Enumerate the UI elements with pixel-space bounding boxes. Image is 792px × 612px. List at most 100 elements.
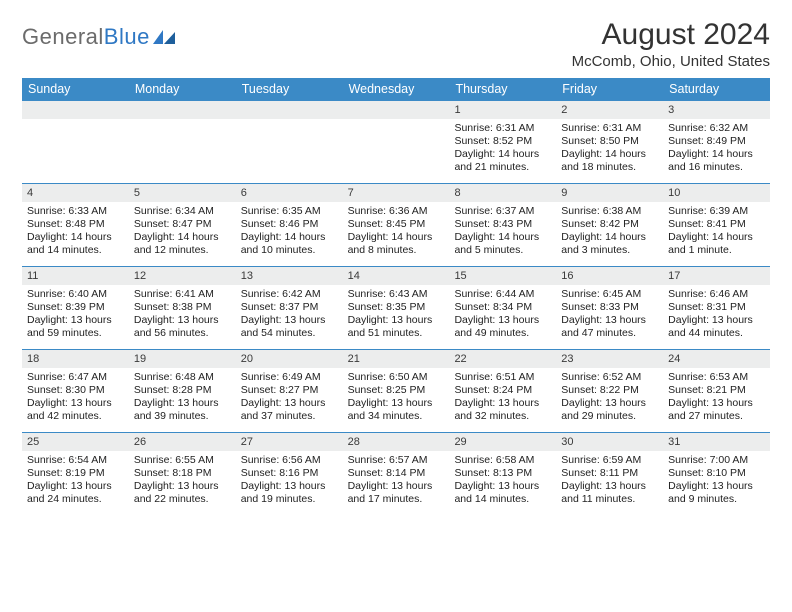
- day-cell: 1Sunrise: 6:31 AMSunset: 8:52 PMDaylight…: [449, 101, 556, 183]
- sunset-text: Sunset: 8:16 PM: [241, 467, 338, 480]
- daylight-text: Daylight: 14 hours and 5 minutes.: [454, 231, 551, 257]
- day-body: Sunrise: 6:50 AMSunset: 8:25 PMDaylight:…: [343, 368, 450, 428]
- day-body: Sunrise: 6:45 AMSunset: 8:33 PMDaylight:…: [556, 285, 663, 345]
- sunrise-text: Sunrise: 7:00 AM: [668, 454, 765, 467]
- day-number: 22: [449, 350, 556, 368]
- day-number: 19: [129, 350, 236, 368]
- day-number: [236, 101, 343, 119]
- daylight-text: Daylight: 13 hours and 54 minutes.: [241, 314, 338, 340]
- day-number: 7: [343, 184, 450, 202]
- day-number: 13: [236, 267, 343, 285]
- day-number: 11: [22, 267, 129, 285]
- day-body: Sunrise: 6:33 AMSunset: 8:48 PMDaylight:…: [22, 202, 129, 262]
- day-body: Sunrise: 6:42 AMSunset: 8:37 PMDaylight:…: [236, 285, 343, 345]
- day-body: Sunrise: 6:44 AMSunset: 8:34 PMDaylight:…: [449, 285, 556, 345]
- day-number: 20: [236, 350, 343, 368]
- daylight-text: Daylight: 13 hours and 29 minutes.: [561, 397, 658, 423]
- daylight-text: Daylight: 13 hours and 32 minutes.: [454, 397, 551, 423]
- sunset-text: Sunset: 8:24 PM: [454, 384, 551, 397]
- sunrise-text: Sunrise: 6:32 AM: [668, 122, 765, 135]
- daylight-text: Daylight: 13 hours and 51 minutes.: [348, 314, 445, 340]
- sunrise-text: Sunrise: 6:59 AM: [561, 454, 658, 467]
- sunset-text: Sunset: 8:45 PM: [348, 218, 445, 231]
- day-number: 18: [22, 350, 129, 368]
- day-cell: 5Sunrise: 6:34 AMSunset: 8:47 PMDaylight…: [129, 184, 236, 266]
- day-number: 24: [663, 350, 770, 368]
- day-cell: 6Sunrise: 6:35 AMSunset: 8:46 PMDaylight…: [236, 184, 343, 266]
- sunrise-text: Sunrise: 6:58 AM: [454, 454, 551, 467]
- sunset-text: Sunset: 8:38 PM: [134, 301, 231, 314]
- daylight-text: Daylight: 13 hours and 44 minutes.: [668, 314, 765, 340]
- sunrise-text: Sunrise: 6:51 AM: [454, 371, 551, 384]
- sunrise-text: Sunrise: 6:36 AM: [348, 205, 445, 218]
- day-cell: 19Sunrise: 6:48 AMSunset: 8:28 PMDayligh…: [129, 350, 236, 432]
- day-body: Sunrise: 6:37 AMSunset: 8:43 PMDaylight:…: [449, 202, 556, 262]
- sunset-text: Sunset: 8:18 PM: [134, 467, 231, 480]
- daylight-text: Daylight: 14 hours and 14 minutes.: [27, 231, 124, 257]
- day-cell: 9Sunrise: 6:38 AMSunset: 8:42 PMDaylight…: [556, 184, 663, 266]
- day-number: 2: [556, 101, 663, 119]
- day-body: Sunrise: 6:34 AMSunset: 8:47 PMDaylight:…: [129, 202, 236, 262]
- day-body: [343, 119, 450, 126]
- day-cell: 2Sunrise: 6:31 AMSunset: 8:50 PMDaylight…: [556, 101, 663, 183]
- daylight-text: Daylight: 13 hours and 27 minutes.: [668, 397, 765, 423]
- sunset-text: Sunset: 8:10 PM: [668, 467, 765, 480]
- weeks-container: 1Sunrise: 6:31 AMSunset: 8:52 PMDaylight…: [22, 101, 770, 515]
- daylight-text: Daylight: 13 hours and 17 minutes.: [348, 480, 445, 506]
- day-cell: 23Sunrise: 6:52 AMSunset: 8:22 PMDayligh…: [556, 350, 663, 432]
- sunset-text: Sunset: 8:31 PM: [668, 301, 765, 314]
- day-cell: 3Sunrise: 6:32 AMSunset: 8:49 PMDaylight…: [663, 101, 770, 183]
- sunset-text: Sunset: 8:46 PM: [241, 218, 338, 231]
- sunrise-text: Sunrise: 6:34 AM: [134, 205, 231, 218]
- sunrise-text: Sunrise: 6:37 AM: [454, 205, 551, 218]
- day-body: Sunrise: 6:59 AMSunset: 8:11 PMDaylight:…: [556, 451, 663, 511]
- day-body: Sunrise: 6:53 AMSunset: 8:21 PMDaylight:…: [663, 368, 770, 428]
- day-number: 29: [449, 433, 556, 451]
- sunrise-text: Sunrise: 6:41 AM: [134, 288, 231, 301]
- daylight-text: Daylight: 13 hours and 24 minutes.: [27, 480, 124, 506]
- daylight-text: Daylight: 13 hours and 34 minutes.: [348, 397, 445, 423]
- daylight-text: Daylight: 13 hours and 14 minutes.: [454, 480, 551, 506]
- daylight-text: Daylight: 13 hours and 19 minutes.: [241, 480, 338, 506]
- calendar-page: GeneralBlue August 2024 McComb, Ohio, Un…: [0, 0, 792, 525]
- sunrise-text: Sunrise: 6:52 AM: [561, 371, 658, 384]
- sunrise-text: Sunrise: 6:50 AM: [348, 371, 445, 384]
- sunrise-text: Sunrise: 6:31 AM: [454, 122, 551, 135]
- day-cell: [236, 101, 343, 183]
- day-cell: 4Sunrise: 6:33 AMSunset: 8:48 PMDaylight…: [22, 184, 129, 266]
- day-body: Sunrise: 6:56 AMSunset: 8:16 PMDaylight:…: [236, 451, 343, 511]
- sunset-text: Sunset: 8:13 PM: [454, 467, 551, 480]
- daylight-text: Daylight: 13 hours and 59 minutes.: [27, 314, 124, 340]
- daylight-text: Daylight: 14 hours and 16 minutes.: [668, 148, 765, 174]
- dow-monday: Monday: [129, 78, 236, 101]
- day-cell: 10Sunrise: 6:39 AMSunset: 8:41 PMDayligh…: [663, 184, 770, 266]
- sunset-text: Sunset: 8:11 PM: [561, 467, 658, 480]
- day-number: [343, 101, 450, 119]
- day-cell: 21Sunrise: 6:50 AMSunset: 8:25 PMDayligh…: [343, 350, 450, 432]
- sunset-text: Sunset: 8:42 PM: [561, 218, 658, 231]
- sunset-text: Sunset: 8:52 PM: [454, 135, 551, 148]
- day-body: Sunrise: 6:35 AMSunset: 8:46 PMDaylight:…: [236, 202, 343, 262]
- day-body: Sunrise: 6:31 AMSunset: 8:52 PMDaylight:…: [449, 119, 556, 179]
- daylight-text: Daylight: 14 hours and 1 minute.: [668, 231, 765, 257]
- sunset-text: Sunset: 8:22 PM: [561, 384, 658, 397]
- day-cell: [22, 101, 129, 183]
- sunrise-text: Sunrise: 6:45 AM: [561, 288, 658, 301]
- day-body: Sunrise: 6:48 AMSunset: 8:28 PMDaylight:…: [129, 368, 236, 428]
- day-cell: [343, 101, 450, 183]
- sunset-text: Sunset: 8:47 PM: [134, 218, 231, 231]
- day-body: Sunrise: 6:32 AMSunset: 8:49 PMDaylight:…: [663, 119, 770, 179]
- brand-text: GeneralBlue: [22, 24, 150, 50]
- daylight-text: Daylight: 14 hours and 18 minutes.: [561, 148, 658, 174]
- sunset-text: Sunset: 8:34 PM: [454, 301, 551, 314]
- sunrise-text: Sunrise: 6:39 AM: [668, 205, 765, 218]
- sunrise-text: Sunrise: 6:47 AM: [27, 371, 124, 384]
- week-row: 1Sunrise: 6:31 AMSunset: 8:52 PMDaylight…: [22, 101, 770, 183]
- day-body: Sunrise: 6:43 AMSunset: 8:35 PMDaylight:…: [343, 285, 450, 345]
- day-number: 6: [236, 184, 343, 202]
- header: GeneralBlue August 2024 McComb, Ohio, Un…: [22, 18, 770, 70]
- daylight-text: Daylight: 14 hours and 8 minutes.: [348, 231, 445, 257]
- sunset-text: Sunset: 8:35 PM: [348, 301, 445, 314]
- day-cell: 27Sunrise: 6:56 AMSunset: 8:16 PMDayligh…: [236, 433, 343, 515]
- sunrise-text: Sunrise: 6:42 AM: [241, 288, 338, 301]
